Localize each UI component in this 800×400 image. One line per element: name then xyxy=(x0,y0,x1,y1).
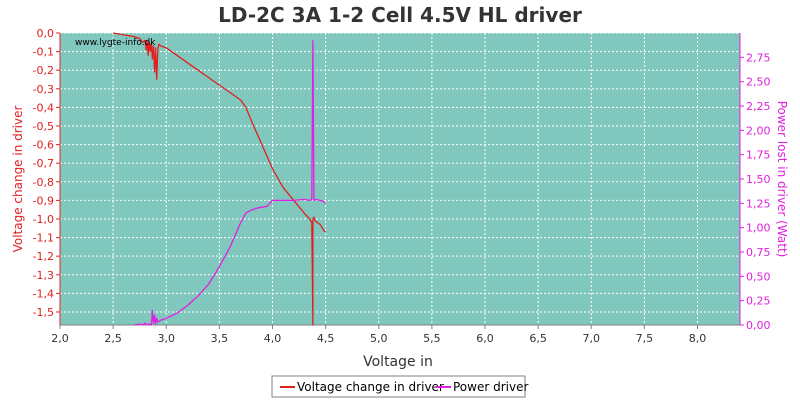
y-left-tick-label: -0,5 xyxy=(33,120,54,133)
legend-box xyxy=(271,375,526,398)
y-right-tick-label: 0,00 xyxy=(746,319,771,332)
y-right-tick-label: 1,00 xyxy=(746,222,771,235)
y-left-tick-label: -1,1 xyxy=(33,232,54,245)
x-tick-label: 4,5 xyxy=(317,332,335,345)
y-right-tick-label: 0,75 xyxy=(746,246,771,259)
series-line-voltage-change xyxy=(112,32,327,326)
plot-area xyxy=(60,33,740,325)
watermark: www.lygte-info.dk xyxy=(75,38,156,48)
x-tick-label: 5,0 xyxy=(370,332,388,345)
y-right-tick-label: 1,75 xyxy=(746,149,771,162)
y-left-tick-label: -1,0 xyxy=(33,213,54,226)
y-left-axis-title: Voltage change in driver xyxy=(11,106,25,253)
x-tick-label: 2,0 xyxy=(51,332,69,345)
x-tick-label: 3,0 xyxy=(158,332,176,345)
x-tick-label: 7,5 xyxy=(636,332,654,345)
legend: Voltage change in driver Power driver xyxy=(271,375,528,398)
y-left-tick-label: -0,4 xyxy=(33,101,54,114)
y-left-tick-label: -0,3 xyxy=(33,83,54,96)
legend-label-voltage: Voltage change in driver xyxy=(297,380,444,394)
x-tick-label: 8,0 xyxy=(689,332,707,345)
y-left-tick-label: -1,5 xyxy=(33,306,54,319)
x-tick-label: 4,0 xyxy=(264,332,282,345)
y-right-tick-label: 2,50 xyxy=(746,76,771,89)
y-left-tick-label: -0,8 xyxy=(33,176,54,189)
y-right-tick-label: 0,25 xyxy=(746,295,771,308)
series-line-power xyxy=(134,40,327,326)
y-left-tick-label: -0,9 xyxy=(33,194,54,207)
x-tick-label: 3,5 xyxy=(211,332,229,345)
x-tick-label: 6,5 xyxy=(529,332,547,345)
y-right-tick-label: 2,00 xyxy=(746,124,771,137)
y-right-tick-label: 2,25 xyxy=(746,100,771,113)
y-right-tick-label: 1,50 xyxy=(746,173,771,186)
y-left-tick-label: -0,1 xyxy=(33,46,54,59)
x-tick-label: 6,0 xyxy=(476,332,494,345)
y-left-tick-label: -0,7 xyxy=(33,157,54,170)
x-tick-label: 5,5 xyxy=(423,332,441,345)
x-axis-title: Voltage in xyxy=(363,354,433,370)
series-layer xyxy=(112,32,327,326)
legend-label-power: Power driver xyxy=(453,380,528,394)
y-left-tick-label: 0,0 xyxy=(37,27,55,40)
x-tick-label: 7,0 xyxy=(583,332,601,345)
grid xyxy=(59,32,740,325)
axes: 2,0 2,5 3,0 3,5 4,0 4,5 5,0 5,5 6,0 6,5 7,0 7,5 8,0 0… xyxy=(33,27,771,345)
y-left-tick-label: -0,2 xyxy=(33,64,54,77)
y-left-tick-label: -1,2 xyxy=(33,250,54,263)
y-left-tick-label: -1,3 xyxy=(33,269,54,282)
y-right-axis-title: Power lost in driver (Watt) xyxy=(775,101,789,258)
x-tick-label: 2,5 xyxy=(104,332,122,345)
y-left-tick-label: -1,4 xyxy=(33,287,54,300)
y-left-tick-label: -0,6 xyxy=(33,139,54,152)
y-right-tick-label: 0,50 xyxy=(746,270,771,283)
y-right-tick-label: 2,75 xyxy=(746,51,771,64)
chart-title: LD-2C 3A 1-2 Cell 4.5V HL driver xyxy=(218,3,582,27)
y-right-tick-label: 1,25 xyxy=(746,197,771,210)
